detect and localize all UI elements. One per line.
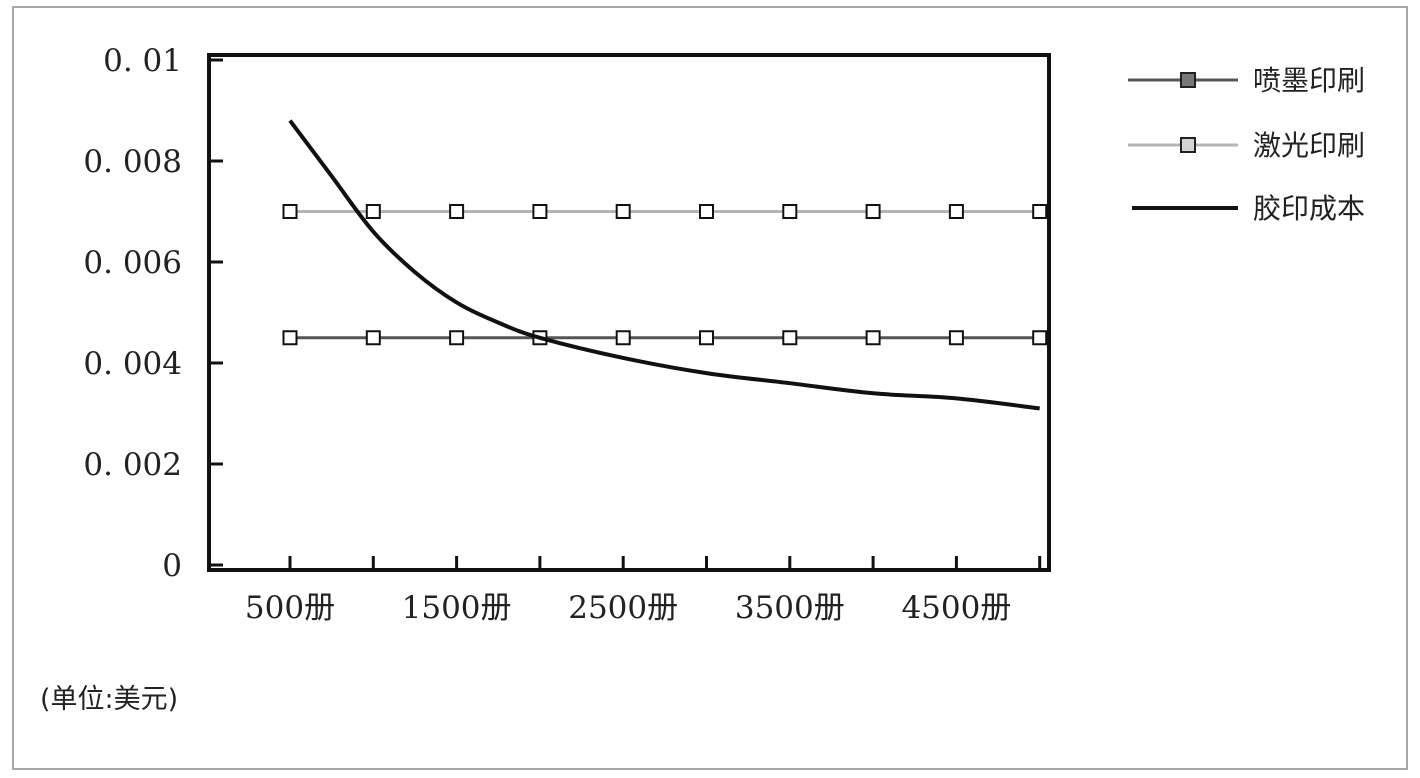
legend-marker [1180,137,1196,153]
plot-area-frame [207,53,1051,572]
x-tick-label: 500册 [245,590,335,626]
series-marker [449,204,465,219]
series-marker [865,330,881,346]
legend-label: 激光印刷 [1253,129,1365,162]
series-marker [699,204,714,219]
series-marker [1032,330,1048,346]
plot-lines [282,119,1048,411]
y-tick-label: 0. 004 [83,346,182,382]
series-3 [288,119,1040,411]
series-2 [282,204,1048,219]
legend-label: 胶印成本 [1253,192,1365,225]
series-marker [365,204,381,219]
series-marker [948,330,964,346]
x-tick-label: 1500册 [402,590,512,626]
y-tick-label: 0. 01 [103,43,182,79]
x-tick-label: 3500册 [735,590,845,626]
legend-item-1: 喷墨印刷 [1128,64,1365,97]
x-tick-label: 4500册 [901,590,1011,626]
x-tick-label: 2500册 [568,590,678,626]
y-tick-label: 0 [162,548,182,584]
y-tick-label: 0. 008 [83,144,182,180]
unit-note: (单位:美元) [40,684,178,715]
series-marker [865,204,881,219]
series-marker [782,330,798,346]
series-marker [782,204,798,219]
y-tick-label: 0. 002 [83,447,182,483]
legend-item-3: 胶印成本 [1132,192,1365,225]
legend-marker [1180,72,1196,88]
series-line [288,119,1040,411]
series-marker [449,330,465,346]
legend-label: 喷墨印刷 [1253,64,1365,97]
series-marker [532,204,548,219]
y-axis-tick-labels: 0 0. 002 0. 004 0. 006 0. 008 0. 01 [83,43,182,584]
series-marker [365,330,381,346]
series-marker [282,204,298,219]
series-marker [615,330,631,346]
series-1 [282,330,1048,346]
x-axis-tick-labels: 500册 1500册 2500册 3500册 4500册 [245,590,1011,626]
legend-item-2: 激光印刷 [1128,129,1365,162]
series-marker [948,204,964,219]
series-marker [699,330,714,346]
series-marker [615,204,631,219]
y-tick-label: 0. 006 [83,245,182,281]
axis-ticks [209,58,1042,570]
chart-frame [12,6,1408,770]
series-marker [282,330,298,346]
series-marker [1032,204,1048,219]
